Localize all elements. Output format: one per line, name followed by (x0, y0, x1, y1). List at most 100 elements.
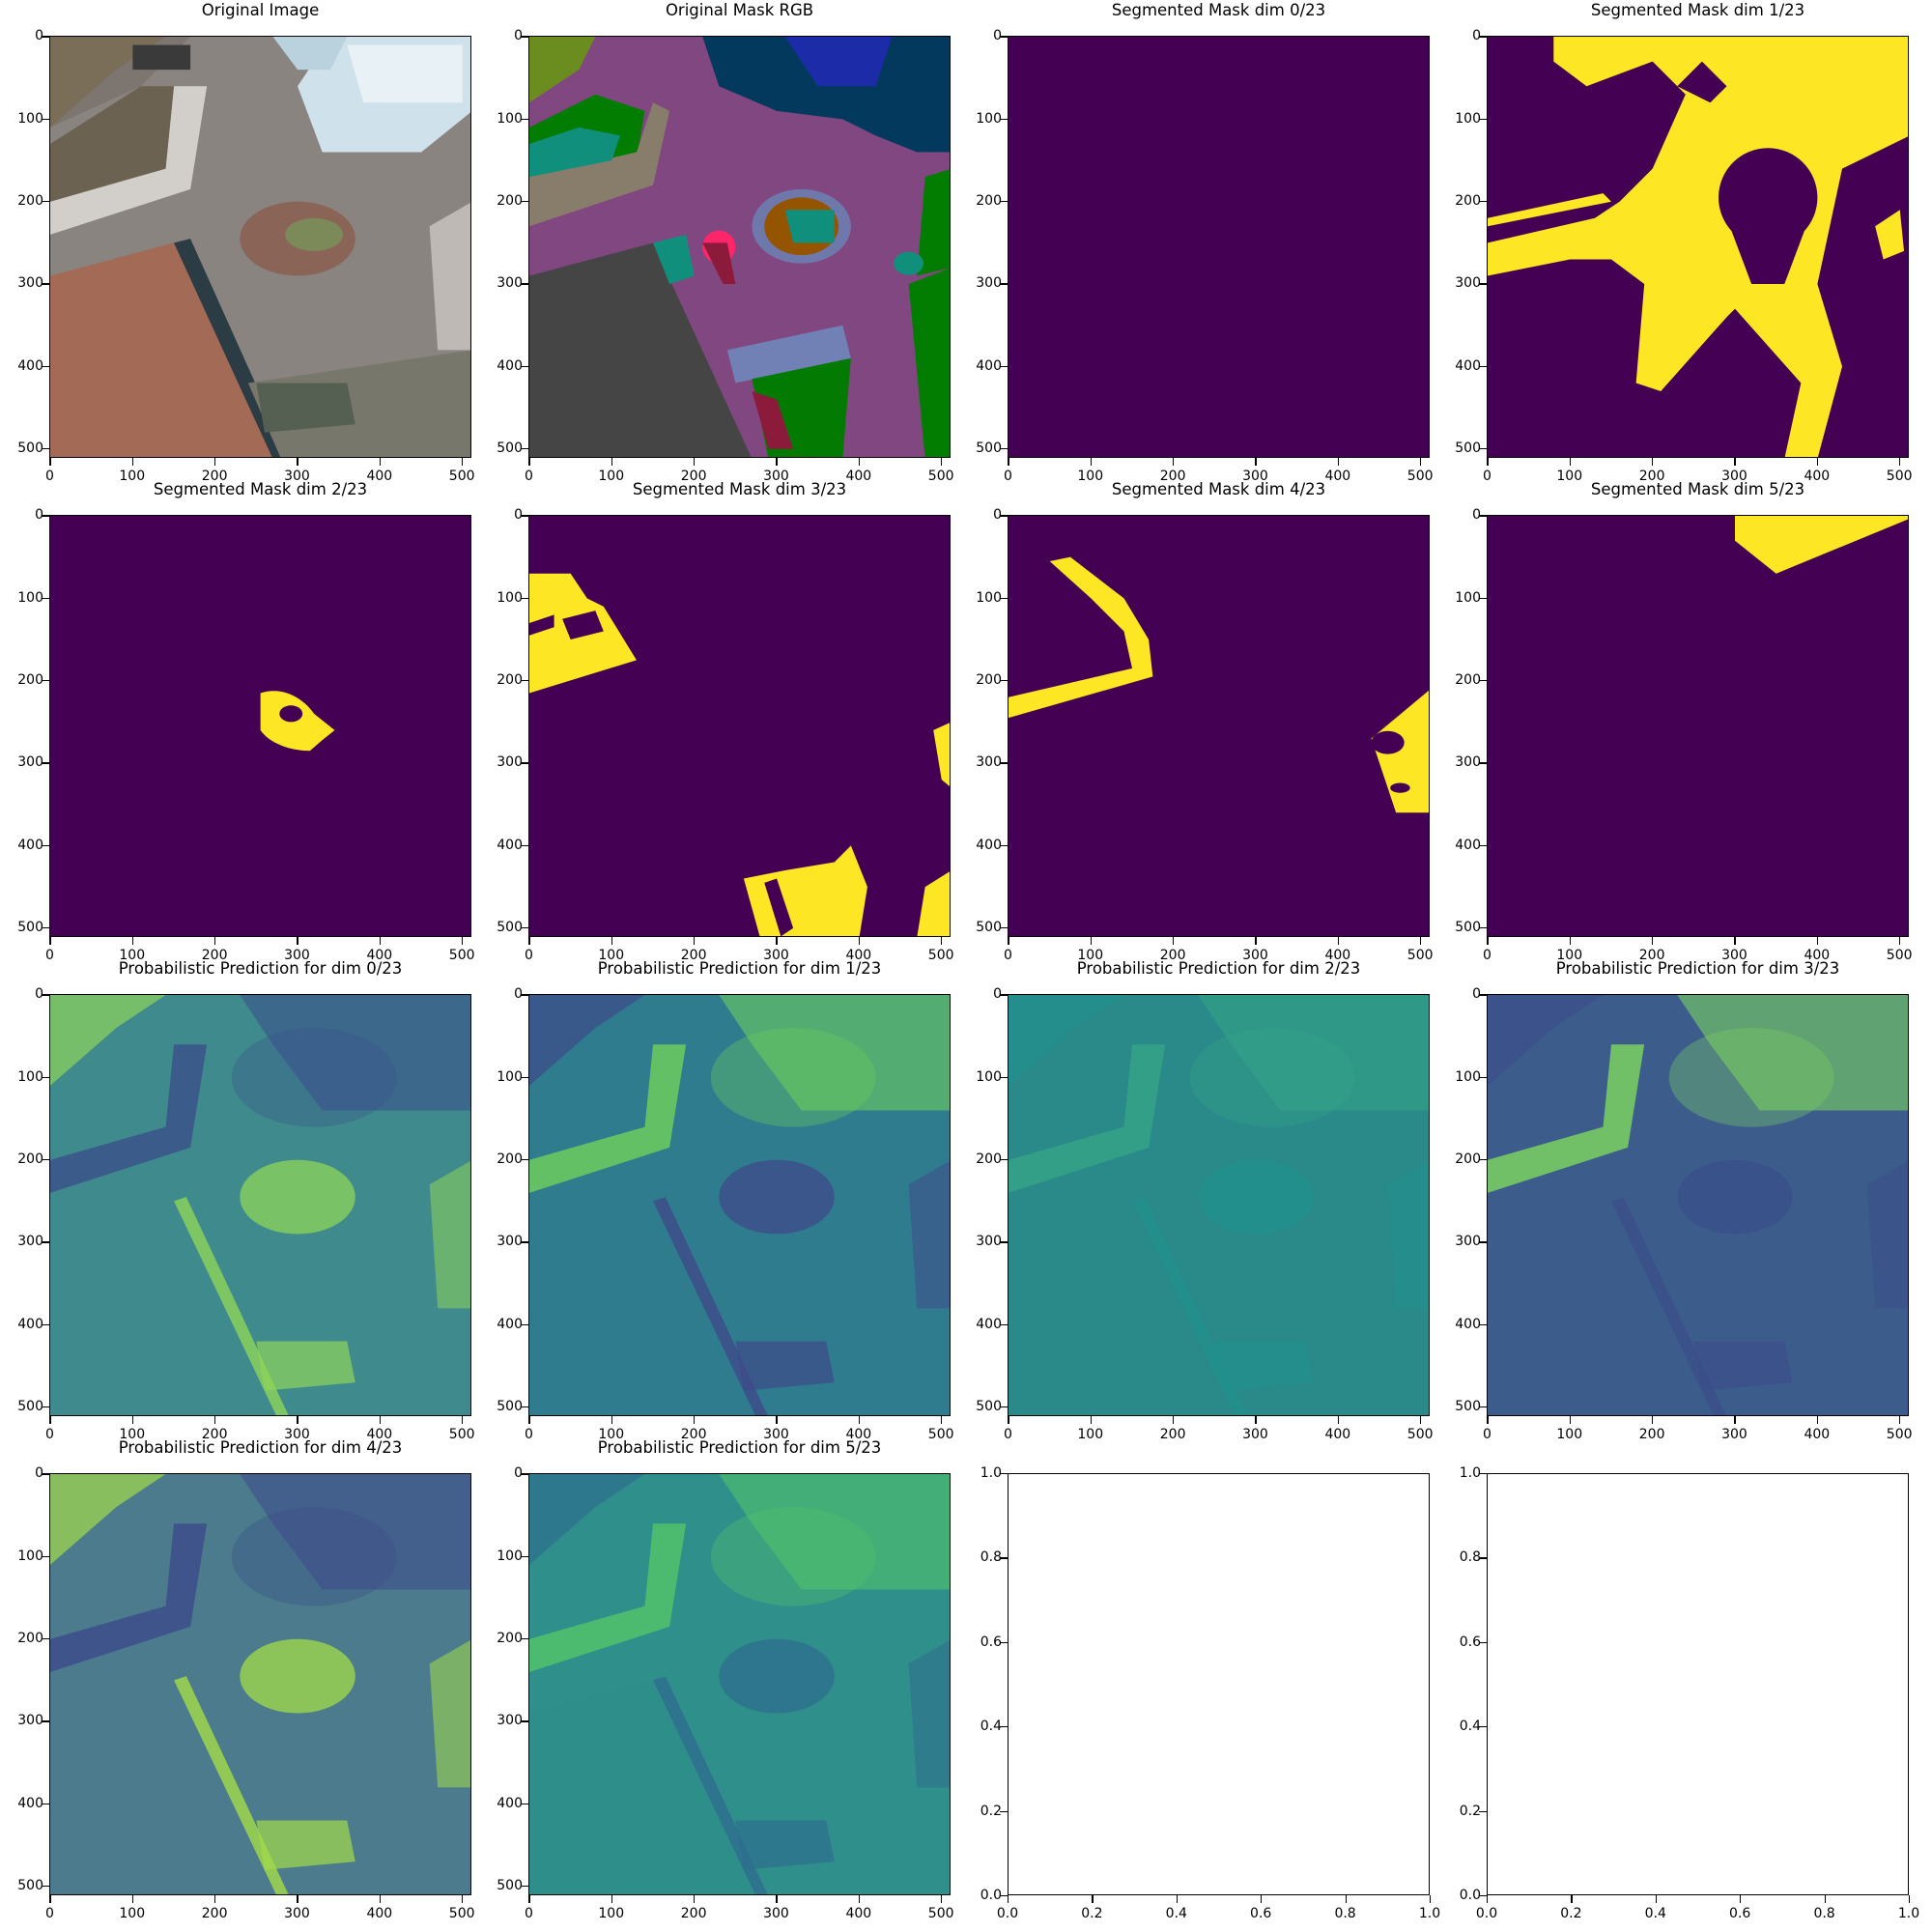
y-tick-label: 0.6 (1459, 1634, 1481, 1650)
x-tick (1337, 937, 1340, 945)
y-tick-label: 100 (976, 589, 1002, 606)
y-tick-label: 400 (497, 357, 523, 374)
x-tick-label: 0.2 (1560, 1906, 1582, 1921)
y-tick (42, 201, 49, 203)
y-tick (1479, 1473, 1487, 1475)
y-tick-label: 100 (497, 1548, 523, 1564)
x-tick-label: 500 (448, 469, 475, 484)
y-tick-label: 200 (976, 672, 1002, 689)
y-tick (1000, 365, 1008, 368)
subplot-0: Original Image 0 0 100 100 200 200 300 300 400 40… (17, 1, 474, 484)
x-tick (462, 937, 464, 945)
x-tick (1899, 458, 1901, 466)
subplot-title: Segmented Mask dim 3/23 (632, 480, 847, 498)
x-tick (1487, 458, 1489, 466)
y-tick-label: 100 (497, 589, 523, 606)
x-tick-label: 200 (680, 948, 707, 963)
x-tick (528, 937, 530, 945)
y-tick-label: 300 (976, 1234, 1002, 1250)
y-tick (1479, 515, 1487, 517)
y-tick (1000, 36, 1008, 38)
x-tick-label: 100 (1556, 1427, 1583, 1442)
plot-area (1008, 515, 1430, 937)
x-tick-label: 100 (119, 948, 146, 963)
subplot-13: Probabilistic Prediction for dim 5/23 0 0… (497, 1438, 953, 1921)
x-tick (941, 458, 943, 466)
x-tick-label: 0 (1482, 1427, 1492, 1442)
x-tick-label: 100 (119, 1427, 146, 1442)
x-tick-label: 500 (927, 948, 954, 963)
x-tick (1420, 937, 1422, 945)
y-tick (1000, 1557, 1008, 1559)
x-tick-label: 0 (44, 469, 54, 484)
x-tick (462, 1895, 464, 1903)
y-tick (1000, 1641, 1008, 1644)
x-tick-label: 300 (1721, 1427, 1747, 1442)
y-tick (1479, 201, 1487, 203)
y-tick-label: 300 (1455, 754, 1481, 771)
y-tick (1000, 680, 1008, 682)
prediction-dim-0 (50, 995, 470, 1415)
x-tick (1487, 1895, 1489, 1903)
x-tick-label: 0 (1003, 469, 1012, 484)
x-tick (858, 937, 861, 945)
y-tick-label: 0 (1472, 28, 1481, 44)
y-tick (521, 762, 528, 764)
x-tick (49, 1895, 51, 1903)
x-tick-label: 200 (201, 948, 228, 963)
x-tick-label: 0.0 (1475, 1906, 1498, 1921)
y-tick-label: 400 (1455, 1316, 1481, 1332)
y-tick (1479, 1810, 1487, 1812)
plot-area (1487, 515, 1909, 937)
y-tick-label: 100 (17, 589, 43, 606)
subplot-title: Segmented Mask dim 1/23 (1590, 1, 1805, 19)
subplot-3: Segmented Mask dim 1/23 0 0 100 100 200 200 30… (1455, 1, 1912, 484)
y-tick (42, 994, 49, 996)
mask-dim-2 (50, 516, 470, 936)
y-tick (1000, 283, 1008, 285)
y-tick-label: 200 (497, 672, 523, 689)
x-tick (1734, 458, 1736, 466)
x-tick-label: 100 (1556, 469, 1583, 484)
y-tick (1479, 844, 1487, 847)
y-tick-label: 0.2 (980, 1803, 1002, 1819)
y-tick (42, 1076, 49, 1079)
x-tick (776, 1416, 778, 1424)
x-tick-label: 100 (598, 469, 625, 484)
x-tick-label: 300 (284, 469, 310, 484)
x-tick-label: 300 (1242, 1427, 1268, 1442)
y-tick-label: 0.0 (980, 1888, 1002, 1903)
prediction-dim-5 (529, 1474, 950, 1894)
y-tick-label: 300 (497, 1713, 523, 1729)
x-tick (1008, 1416, 1009, 1424)
y-tick (1000, 994, 1008, 996)
y-tick (1000, 1323, 1008, 1326)
plot-area (1008, 994, 1430, 1416)
y-tick (521, 1241, 528, 1243)
prediction-dim-1 (529, 995, 950, 1415)
x-tick (611, 458, 613, 466)
x-tick (1337, 1416, 1340, 1424)
mask-dim-0 (1009, 37, 1429, 457)
x-tick (1816, 458, 1819, 466)
y-tick-label: 300 (976, 754, 1002, 771)
x-tick-label: 0.6 (1250, 1906, 1272, 1921)
x-tick (1008, 458, 1009, 466)
y-tick-label: 500 (1455, 1399, 1481, 1415)
y-tick (42, 1323, 49, 1326)
y-tick (521, 448, 528, 450)
x-tick-label: 0 (44, 948, 54, 963)
y-tick (42, 1720, 49, 1722)
y-tick (1479, 1726, 1487, 1728)
x-tick (1652, 937, 1654, 945)
x-tick-label: 200 (1159, 948, 1186, 963)
y-tick (1000, 1810, 1008, 1812)
y-tick-label: 100 (497, 1068, 523, 1085)
x-tick-label: 400 (1804, 948, 1831, 963)
y-tick-label: 400 (17, 1316, 43, 1332)
y-tick-label: 0 (514, 986, 523, 1003)
x-tick (858, 1416, 861, 1424)
x-tick (1824, 1895, 1826, 1903)
y-tick (1479, 1159, 1487, 1161)
x-tick-label: 200 (1159, 469, 1186, 484)
